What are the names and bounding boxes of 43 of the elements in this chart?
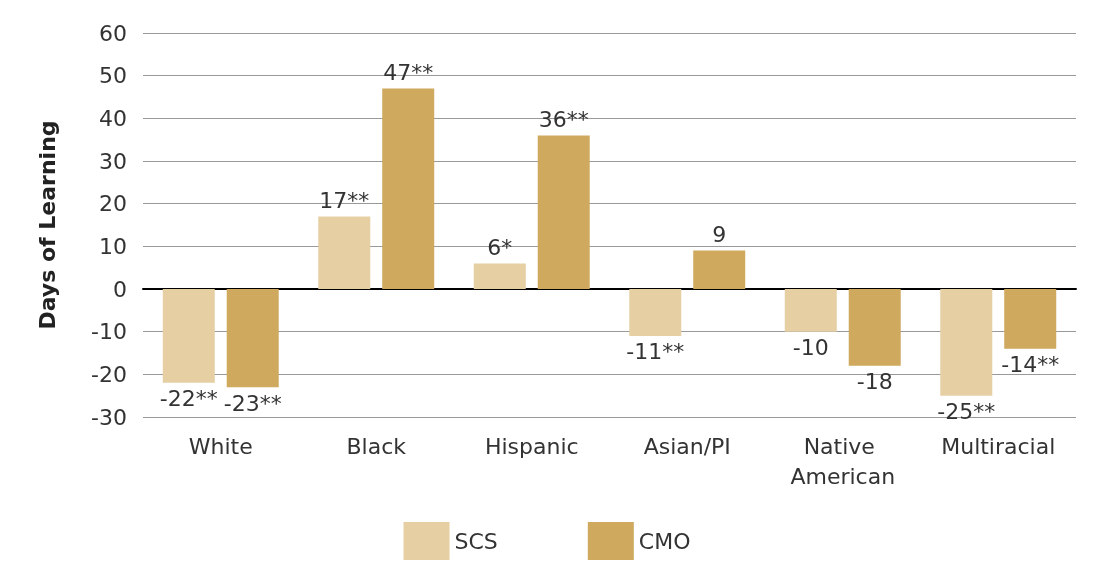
bar bbox=[848, 289, 901, 366]
x-tick-label: Hispanic bbox=[484, 433, 579, 459]
x-tick-label: Asian/PI bbox=[643, 433, 731, 459]
bar bbox=[784, 289, 837, 332]
data-label: -22** bbox=[159, 386, 218, 412]
data-label: 36** bbox=[538, 106, 589, 132]
data-label: -25** bbox=[937, 399, 996, 425]
bar bbox=[318, 216, 371, 289]
y-tick-label: -30 bbox=[91, 404, 127, 430]
y-tick-label: 10 bbox=[99, 233, 127, 259]
bar bbox=[162, 289, 215, 383]
data-label: 6* bbox=[487, 234, 513, 260]
data-label: -11** bbox=[626, 339, 685, 365]
data-label: -23** bbox=[223, 390, 282, 416]
bar bbox=[537, 135, 590, 289]
y-axis-title: Days of Learning bbox=[34, 120, 60, 330]
y-tick-label: 0 bbox=[113, 276, 127, 302]
x-tick-label: Native American bbox=[790, 433, 896, 489]
data-label: 47** bbox=[383, 59, 434, 85]
bar bbox=[629, 289, 682, 336]
bar bbox=[693, 250, 746, 289]
bar bbox=[382, 88, 435, 289]
bar bbox=[473, 263, 526, 289]
x-tick-label: Black bbox=[346, 433, 407, 459]
y-tick-label: 50 bbox=[99, 63, 127, 89]
data-label: -18 bbox=[856, 369, 893, 395]
y-tick-label: 30 bbox=[99, 148, 127, 174]
bar bbox=[1004, 289, 1057, 349]
legend-label: SCS bbox=[454, 528, 498, 554]
bar bbox=[226, 289, 279, 388]
y-tick-label: -20 bbox=[91, 361, 127, 387]
bar bbox=[940, 289, 993, 396]
data-label: -10 bbox=[792, 335, 829, 361]
y-tick-label: 40 bbox=[99, 105, 127, 131]
x-tick-label: Multiracial bbox=[941, 433, 1056, 459]
data-label: -14** bbox=[1001, 352, 1060, 378]
y-tick-label: -10 bbox=[91, 319, 127, 345]
data-label: 17** bbox=[319, 187, 370, 213]
data-label: 9 bbox=[712, 222, 727, 248]
y-tick-label: 60 bbox=[99, 20, 127, 46]
y-tick-label: 20 bbox=[99, 191, 127, 217]
x-tick-label: White bbox=[188, 433, 253, 459]
legend-label: CMO bbox=[638, 528, 691, 554]
